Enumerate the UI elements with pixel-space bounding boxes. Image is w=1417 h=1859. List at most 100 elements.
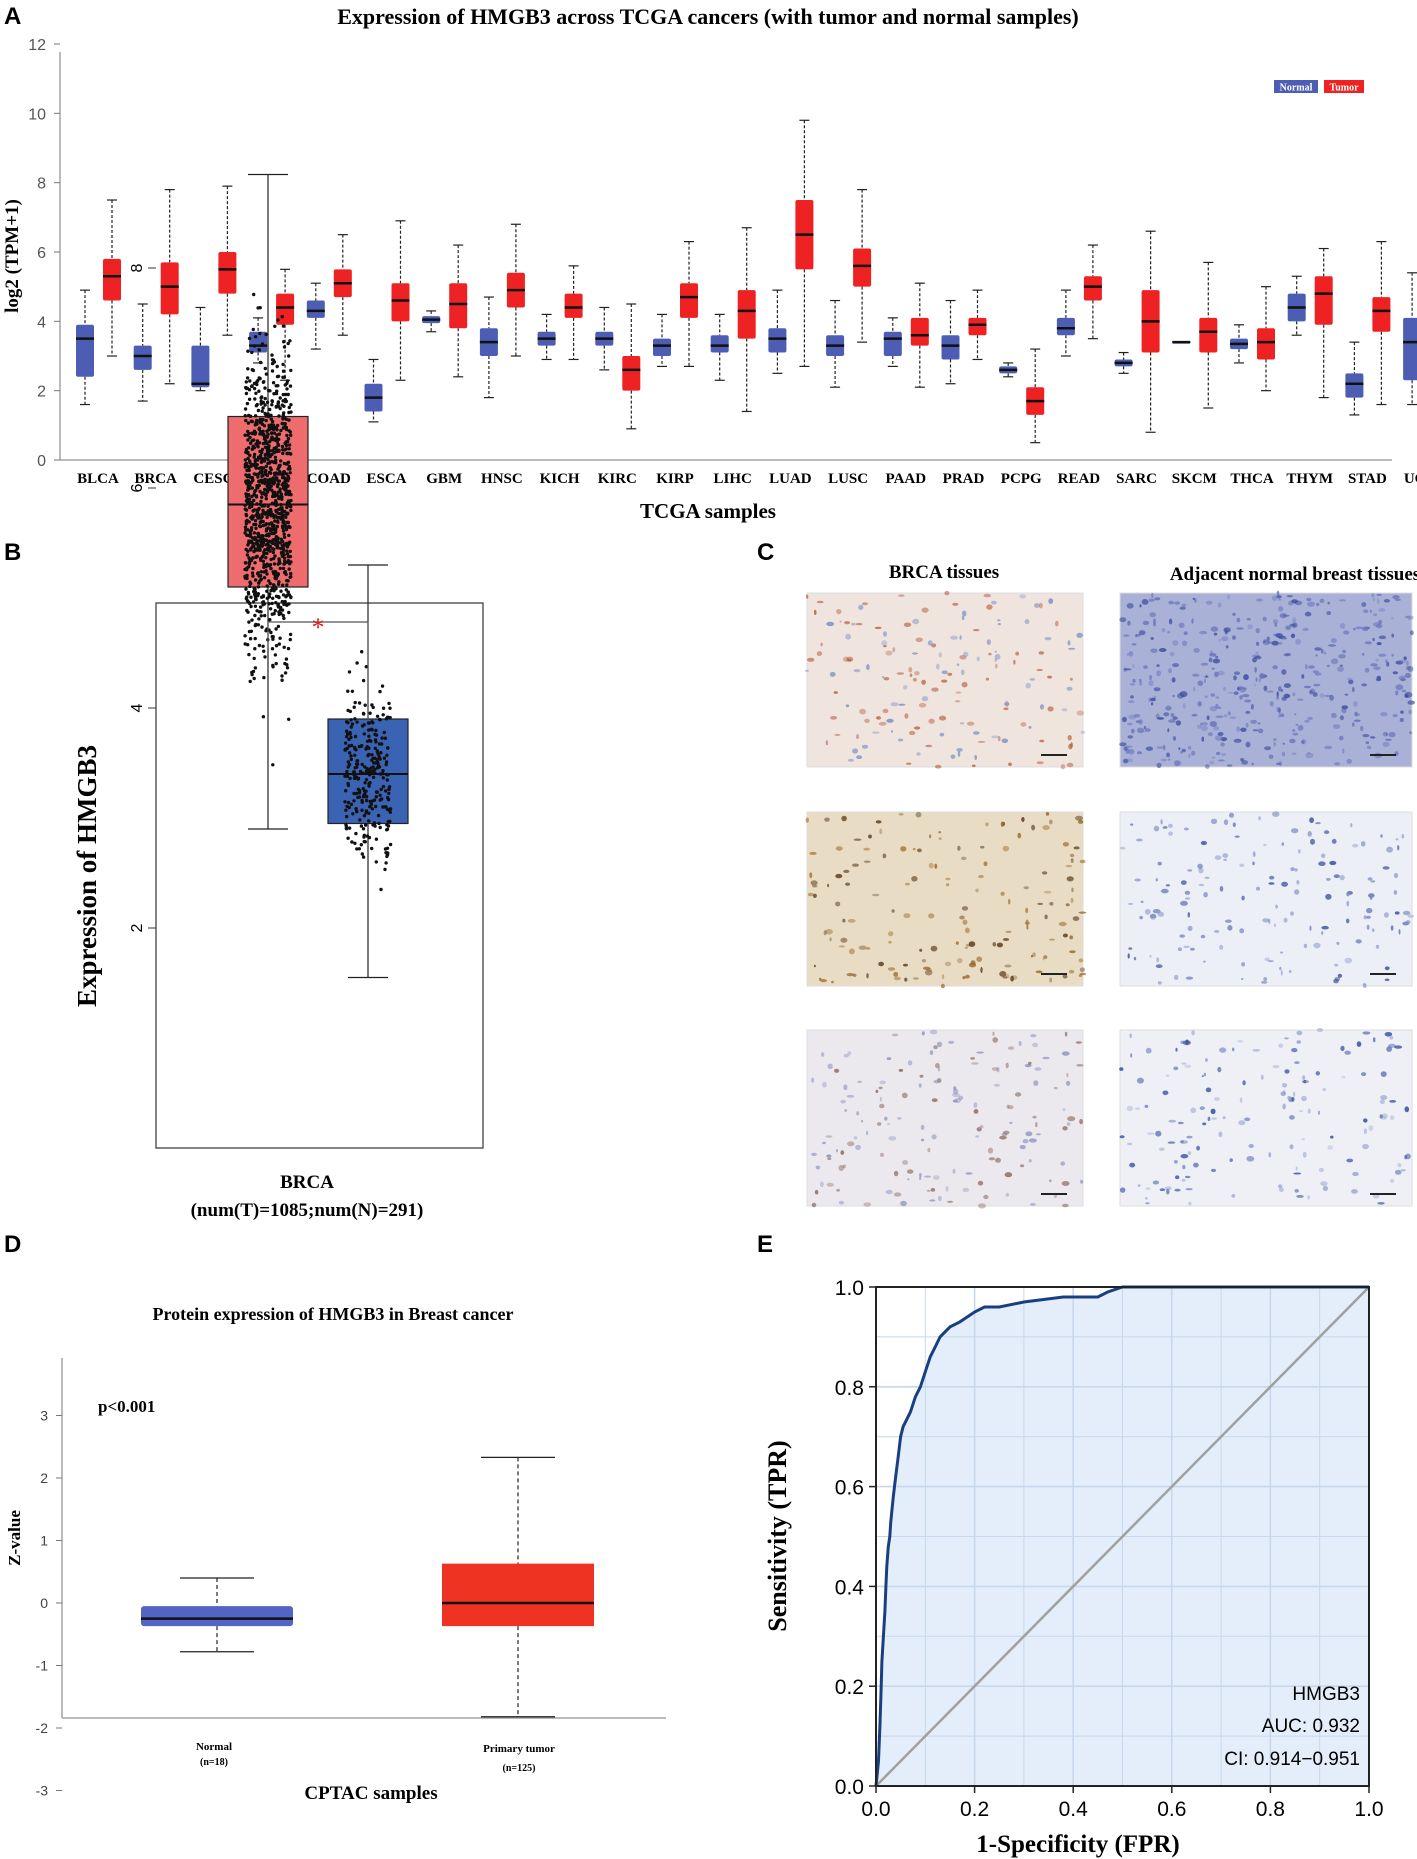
ihc-cell [1218,638,1221,643]
point-brca-tumor [259,396,263,400]
ihc-cell [1159,1188,1166,1192]
point-brca-normal [379,742,384,746]
ihc-cell [1166,752,1171,758]
ihc-cell [1331,712,1337,719]
point-brca-tumor [282,616,286,621]
ihc-cell [885,1189,893,1195]
box-normal-coad-box [306,300,325,318]
point-brca-tumor [247,336,252,341]
point-brca-tumor [261,417,265,422]
ihc-cell [1123,758,1129,764]
point-brca-normal [384,789,388,793]
ihc-cell [1163,712,1170,717]
point-brca-tumor [257,483,261,488]
ihc-cell [1397,845,1400,851]
ihc-cell [1196,1145,1200,1151]
ihc-cell [940,983,945,989]
ihc-cell [840,1150,845,1155]
point-brca-normal [344,748,348,752]
ihc-cell [976,956,983,962]
ihc-cell [1309,690,1313,695]
point-brca-tumor [253,666,258,670]
ihc-cell [1132,678,1136,683]
point-brca-tumor [266,526,270,530]
point-brca-tumor [270,601,274,606]
ihc-cell [1175,720,1182,726]
point-brca-tumor [289,403,293,407]
ihc-cell [1375,678,1382,682]
ihc-cell [1307,601,1315,607]
point-brca-tumor [273,576,278,580]
ihc-cell [1278,1184,1283,1189]
ihc-cell [1047,675,1053,679]
ihc-cell [1184,890,1191,895]
ihc-cell [976,656,980,662]
point-brca-tumor [272,480,277,485]
point-brca-tumor [279,502,283,507]
ihc-cell [1282,637,1288,640]
chart-a-category-label: ESCA [366,471,406,487]
chart-d-ytick-label: -3 [36,1783,49,1799]
chart-a-ytick-label: 8 [37,176,46,193]
ihc-cell [1361,602,1367,607]
ihc-cell [1206,715,1210,721]
point-brca-normal [364,665,368,669]
ihc-cell [897,738,904,742]
ihc-cell [838,945,846,948]
ihc-cell [1197,701,1202,707]
point-brca-tumor [289,368,293,373]
ihc-cell [900,1200,907,1207]
point-brca-tumor [264,418,268,423]
ihc-cell [1210,693,1216,697]
ihc-cell [971,764,976,767]
ihc-cell [1258,728,1264,734]
point-brca-tumor [243,574,247,578]
point-brca-normal [345,774,350,778]
point-brca-tumor [277,580,281,584]
ihc-cell [879,1152,885,1157]
ihc-cell [1123,668,1132,671]
roc-ytick-label: 1.0 [835,1277,864,1300]
ihc-cell [973,731,980,735]
ihc-cell [1296,880,1300,885]
ihc-cell [903,622,912,628]
chart-d-ytick-label: -2 [36,1720,49,1736]
ihc-cell [926,1189,931,1192]
point-brca-tumor [259,478,264,482]
ihc-cell [1346,758,1352,764]
ihc-cell [1137,751,1142,755]
point-brca-tumor [265,584,269,588]
ihc-cell [1251,762,1254,766]
point-brca-tumor [261,466,266,470]
point-brca-normal [365,739,370,743]
point-brca-tumor [248,581,253,586]
ihc-cell [1233,738,1242,743]
ihc-cell [1254,655,1262,660]
ihc-cell [836,609,842,615]
ihc-cell [1187,1151,1192,1155]
point-brca-tumor [256,408,261,413]
point-brca-tumor [262,550,266,554]
point-brca-normal [354,831,358,836]
ihc-cell [1049,977,1053,983]
ihc-cell [1126,1105,1134,1112]
point-brca-tumor [258,548,262,552]
ihc-cell [1142,620,1150,626]
point-brca-normal [378,793,382,797]
ihc-cell [897,1117,902,1120]
ihc-cell [888,931,894,937]
ihc-cell [934,764,942,769]
point-brca-normal [353,841,357,845]
ihc-cell [1384,1032,1393,1037]
roc-curve [874,1285,1369,1787]
ihc-cell [1289,623,1295,627]
box-tumor-esca-box [391,283,410,322]
ihc-cell [883,677,890,681]
point-brca-tumor [251,327,255,332]
ihc-cell [1079,967,1085,972]
point-brca-tumor [277,479,282,483]
ihc-cell [912,618,920,625]
point-brca-tumor [265,489,270,493]
ihc-cell [1398,929,1401,935]
ihc-cell [1364,641,1372,645]
